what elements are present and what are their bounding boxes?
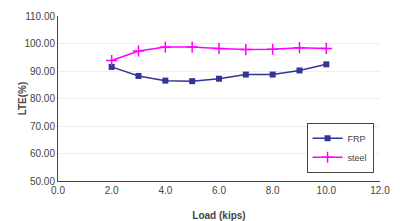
svg-text:80.00: 80.00 xyxy=(30,93,55,104)
svg-text:110.00: 110.00 xyxy=(25,11,55,22)
svg-text:steel: steel xyxy=(348,153,367,163)
svg-text:0.0: 0.0 xyxy=(51,185,65,196)
svg-text:FRP: FRP xyxy=(348,134,366,144)
svg-text:6.0: 6.0 xyxy=(212,185,226,196)
svg-text:60.00: 60.00 xyxy=(30,148,55,159)
svg-text:10.0: 10.0 xyxy=(317,185,337,196)
svg-text:LTE(%): LTE(%) xyxy=(17,82,28,116)
svg-text:12.0: 12.0 xyxy=(370,185,390,196)
svg-text:90.00: 90.00 xyxy=(30,66,55,77)
svg-text:50.00: 50.00 xyxy=(30,176,55,187)
svg-text:70.00: 70.00 xyxy=(30,121,55,132)
svg-text:4.0: 4.0 xyxy=(158,185,172,196)
svg-text:8.0: 8.0 xyxy=(266,185,280,196)
svg-text:2.0: 2.0 xyxy=(105,185,119,196)
svg-text:Load (kips): Load (kips) xyxy=(192,210,245,221)
svg-text:100.00: 100.00 xyxy=(24,38,55,49)
